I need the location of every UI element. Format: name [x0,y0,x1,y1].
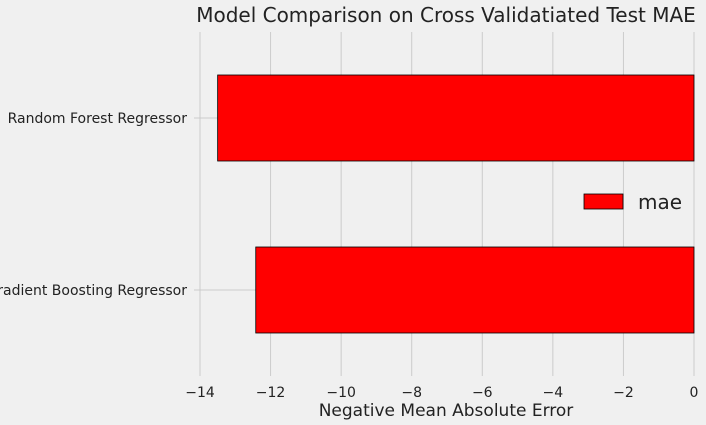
x-ticks: −14 −12 −10 −8 −6 −4 −2 0 [185,385,698,401]
x-tick-label: −2 [613,385,634,401]
y-ticks: Random Forest Regressor Gradient Boosting… [0,111,200,299]
legend-swatch-mae [583,193,624,210]
x-tick-label: 0 [690,385,699,401]
x-tick-label: −12 [256,385,286,401]
x-tick-label: −6 [472,385,493,401]
y-tick-label: Gradient Boosting Regressor [0,283,187,299]
chart-title: Model Comparison on Cross Validatiated T… [196,3,696,27]
legend-label-mae: mae [638,190,682,214]
x-tick-label: −4 [543,385,564,401]
bars-layer [217,74,695,334]
x-tick-label: −10 [326,385,356,401]
bar-0 [217,74,695,162]
bar-1 [255,246,695,334]
legend: mae [583,190,682,214]
y-tick-label: Random Forest Regressor [8,111,188,127]
x-tick-label: −8 [401,385,422,401]
x-axis-label: Negative Mean Absolute Error [319,401,574,421]
x-tick-label: −14 [185,385,215,401]
